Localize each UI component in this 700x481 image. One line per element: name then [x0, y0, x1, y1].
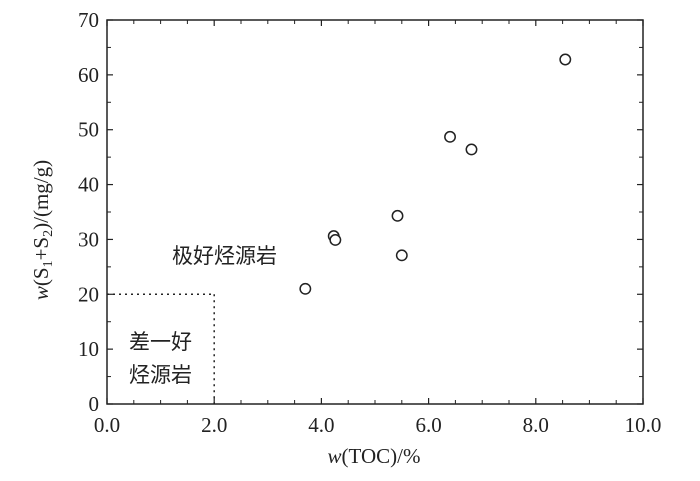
y-tick-label: 70	[78, 8, 99, 32]
data-point	[329, 234, 342, 246]
y-axis-title: w(S1+S2)/(mg/g)	[29, 160, 56, 300]
y-tick-label: 60	[78, 63, 99, 87]
source-rock-region	[107, 293, 215, 404]
x-tick-label: 8.0	[523, 413, 549, 437]
data-point	[444, 130, 456, 143]
data-point	[559, 53, 572, 66]
x-tick-label: 10.0	[625, 413, 662, 437]
data-point	[299, 282, 312, 295]
data-points	[299, 53, 572, 295]
x-axis-title: w(TOC)/%	[328, 444, 421, 468]
x-tick-label: 6.0	[415, 413, 441, 437]
y-tick-label: 0	[89, 392, 100, 416]
y-tick-label: 50	[78, 118, 99, 142]
y-tick-label: 30	[78, 227, 99, 251]
annotation-poor-line1: 差一好	[129, 330, 192, 354]
data-point	[391, 209, 404, 222]
y-tick-label: 40	[78, 173, 99, 197]
annotation-excellent: 极好烃源岩	[172, 244, 277, 268]
annotation-poor-line2: 烃源岩	[129, 363, 192, 387]
y-tick-label: 20	[78, 282, 99, 306]
data-point	[465, 143, 478, 156]
y-tick-label: 10	[78, 337, 99, 361]
x-tick-label: 2.0	[201, 413, 227, 437]
axis-ticks: 0.0 2.0 4.0 6.0 8.0 10.0 0 10 20 30 40 50 60 70	[78, 8, 661, 437]
x-tick-label: 4.0	[308, 413, 334, 437]
x-tick-label: 0.0	[94, 413, 120, 437]
data-point	[395, 249, 408, 262]
